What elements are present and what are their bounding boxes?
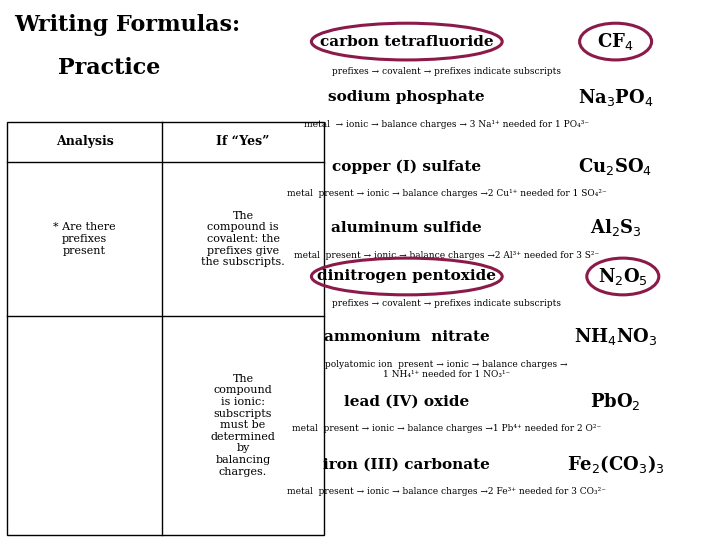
Text: sodium phosphate: sodium phosphate	[328, 90, 485, 104]
Text: iron (III) carbonate: iron (III) carbonate	[323, 457, 490, 471]
Text: metal  present → ionic → balance charges →2 Al³⁺ needed for 3 S²⁻: metal present → ionic → balance charges …	[294, 251, 599, 260]
Text: NH$_4$NO$_3$: NH$_4$NO$_3$	[574, 327, 657, 347]
Text: copper (I) sulfate: copper (I) sulfate	[332, 159, 482, 173]
Text: lead (IV) oxide: lead (IV) oxide	[344, 395, 469, 409]
Text: N$_2$O$_5$: N$_2$O$_5$	[598, 266, 648, 287]
Text: If “Yes”: If “Yes”	[216, 135, 270, 148]
Text: polyatomic ion  present → ionic → balance charges →
1 NH₄¹⁺ needed for 1 NO₃¹⁻: polyatomic ion present → ionic → balance…	[325, 360, 567, 379]
Text: Writing Formulas:: Writing Formulas:	[14, 14, 240, 36]
Text: Na$_3$PO$_4$: Na$_3$PO$_4$	[578, 87, 653, 107]
Text: CF$_4$: CF$_4$	[598, 31, 634, 52]
Text: metal  present → ionic → balance charges →2 Cu¹⁺ needed for 1 SO₄²⁻: metal present → ionic → balance charges …	[287, 189, 606, 198]
Text: Cu$_2$SO$_4$: Cu$_2$SO$_4$	[578, 156, 653, 177]
Text: Fe$_2$(CO$_3$)$_3$: Fe$_2$(CO$_3$)$_3$	[567, 454, 665, 475]
Bar	[7, 122, 324, 535]
Text: metal  present → ionic → balance charges →1 Pb⁴⁺ needed for 2 O²⁻: metal present → ionic → balance charges …	[292, 424, 601, 434]
Text: ammonium  nitrate: ammonium nitrate	[324, 330, 490, 344]
Text: dinitrogen pentoxide: dinitrogen pentoxide	[318, 269, 496, 284]
Text: The
compound
is ionic:
subscripts
must be
determined
by
balancing
charges.: The compound is ionic: subscripts must b…	[210, 374, 276, 477]
Text: metal  present → ionic → balance charges →2 Fe³⁺ needed for 3 CO₃²⁻: metal present → ionic → balance charges …	[287, 487, 606, 496]
Text: aluminum sulfide: aluminum sulfide	[331, 221, 482, 235]
Text: prefixes → covalent → prefixes indicate subscripts: prefixes → covalent → prefixes indicate …	[332, 68, 561, 77]
Text: Practice: Practice	[58, 57, 160, 79]
Text: carbon tetrafluoride: carbon tetrafluoride	[320, 35, 494, 49]
Text: Analysis: Analysis	[55, 135, 114, 148]
Text: PbO$_2$: PbO$_2$	[590, 392, 641, 412]
Text: metal  → ionic → balance charges → 3 Na¹⁺ needed for 1 PO₄³⁻: metal → ionic → balance charges → 3 Na¹⁺…	[304, 120, 589, 129]
Text: prefixes → covalent → prefixes indicate subscripts: prefixes → covalent → prefixes indicate …	[332, 299, 561, 308]
Text: The
compound is
covalent: the
prefixes give
the subscripts.: The compound is covalent: the prefixes g…	[201, 211, 285, 267]
Text: Al$_2$S$_3$: Al$_2$S$_3$	[590, 218, 642, 238]
Text: * Are there
prefixes
present: * Are there prefixes present	[53, 222, 116, 255]
